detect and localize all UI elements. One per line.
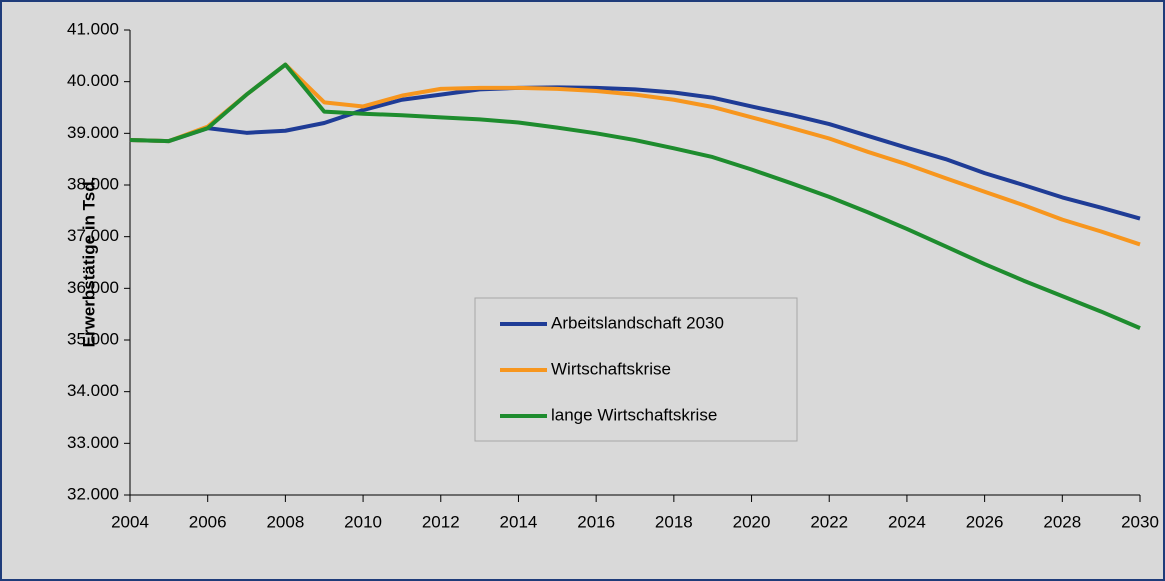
y-tick-label: 38.000 bbox=[67, 174, 119, 193]
x-tick-label: 2020 bbox=[733, 512, 771, 531]
x-tick-label: 2030 bbox=[1121, 512, 1159, 531]
legend-label: Wirtschaftskrise bbox=[551, 359, 671, 378]
series-line bbox=[129, 62, 1141, 330]
x-tick-label: 2028 bbox=[1043, 512, 1081, 531]
x-tick-label: 2024 bbox=[888, 512, 926, 531]
y-tick-label: 33.000 bbox=[67, 433, 119, 452]
y-tick-label: 35.000 bbox=[67, 329, 119, 348]
y-tick-label: 36.000 bbox=[67, 278, 119, 297]
y-tick-label: 41.000 bbox=[67, 19, 119, 38]
y-tick-label: 40.000 bbox=[67, 71, 119, 90]
legend-label: lange Wirtschaftskrise bbox=[551, 405, 717, 424]
legend-label: Arbeitslandschaft 2030 bbox=[551, 313, 724, 332]
y-axis-label: Erwerbstätige in Tsd. bbox=[79, 177, 98, 348]
x-tick-label: 2012 bbox=[422, 512, 460, 531]
y-tick-label: 39.000 bbox=[67, 123, 119, 142]
y-tick-label: 34.000 bbox=[67, 381, 119, 400]
y-tick-label: 32.000 bbox=[67, 484, 119, 503]
x-tick-label: 2016 bbox=[577, 512, 615, 531]
x-tick-label: 2004 bbox=[111, 512, 149, 531]
y-tick-label: 37.000 bbox=[67, 226, 119, 245]
series-line bbox=[129, 85, 1141, 221]
x-tick-label: 2010 bbox=[344, 512, 382, 531]
x-tick-label: 2018 bbox=[655, 512, 693, 531]
x-tick-label: 2014 bbox=[500, 512, 538, 531]
x-tick-label: 2008 bbox=[266, 512, 304, 531]
x-tick-label: 2022 bbox=[810, 512, 848, 531]
x-tick-label: 2006 bbox=[189, 512, 227, 531]
x-tick-label: 2026 bbox=[966, 512, 1004, 531]
